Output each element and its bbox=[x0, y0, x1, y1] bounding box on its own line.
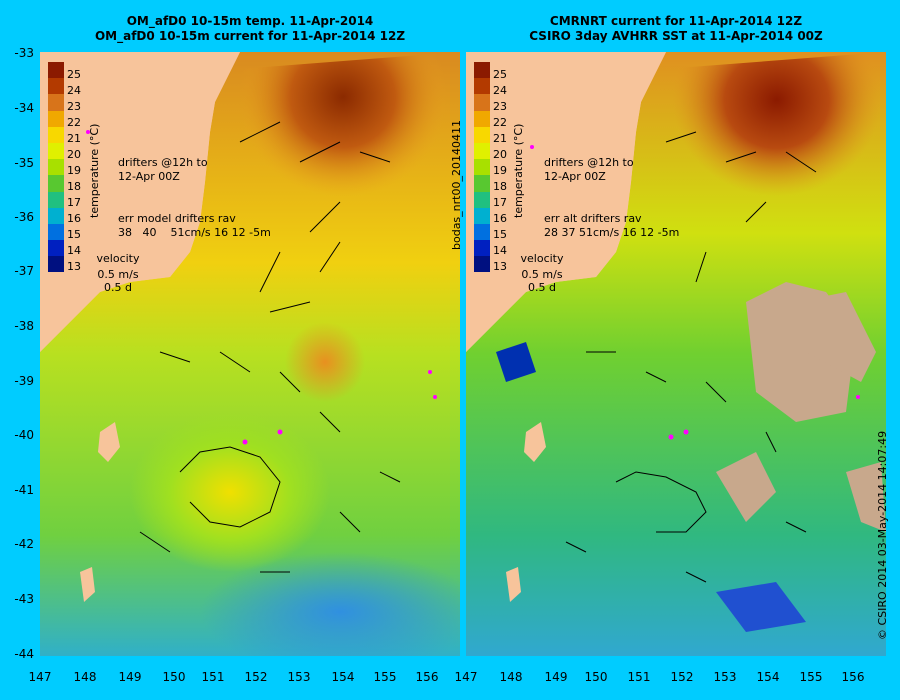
left-colorbar bbox=[48, 62, 64, 273]
right-colorbar bbox=[474, 62, 490, 273]
right-drifter-note: drifters @12h to 12-Apr 00Z err alt drift… bbox=[544, 156, 680, 239]
right-sst-field bbox=[466, 52, 886, 656]
right-colorbar-label: temperature (°C) bbox=[512, 123, 525, 218]
right-title-line2: CSIRO 3day AVHRR SST at 11-Apr-2014 00Z bbox=[529, 29, 823, 43]
left-title-line1: OM_afD0 10-15m temp. 11-Apr-2014 bbox=[126, 14, 374, 28]
left-map-panel bbox=[40, 52, 460, 656]
right-current-vectors bbox=[565, 131, 817, 583]
right-drifters bbox=[530, 145, 860, 440]
right-map-panel bbox=[466, 52, 886, 656]
left-drifter-note: drifters @12h to 12-Apr 00Z err model dri… bbox=[118, 156, 271, 239]
left-velocity-legend: velocity 0.5 m/s 0.5 d bbox=[96, 252, 140, 294]
left-panel-title: OM_afD0 10-15m temp. 11-Apr-2014 OM_afD0… bbox=[40, 14, 460, 44]
left-colorbar-label: temperature (°C) bbox=[88, 123, 101, 218]
left-temperature-field bbox=[40, 52, 460, 656]
right-title-line1: CMRNRT current for 11-Apr-2014 12Z bbox=[549, 14, 803, 28]
right-velocity-legend: velocity 0.5 m/s 0.5 d bbox=[520, 252, 564, 294]
left-drifters bbox=[86, 130, 437, 445]
dataset-label: bodas_nrt00_20140411 bbox=[450, 120, 463, 250]
right-colorbar-ticks: 25 24 23 22 21 20 19 18 17 16 15 14 13 bbox=[493, 68, 507, 273]
credit-label: © CSIRO 2014 03-May-2014 14:07:49 bbox=[876, 430, 889, 640]
left-colorbar-ticks: 25 24 23 22 21 20 19 18 17 16 15 14 13 bbox=[67, 68, 81, 273]
left-title-line2: OM_afD0 10-15m current for 11-Apr-2014 1… bbox=[94, 29, 406, 43]
left-current-vectors bbox=[139, 121, 401, 573]
right-panel-title: CMRNRT current for 11-Apr-2014 12Z CSIRO… bbox=[466, 14, 886, 44]
